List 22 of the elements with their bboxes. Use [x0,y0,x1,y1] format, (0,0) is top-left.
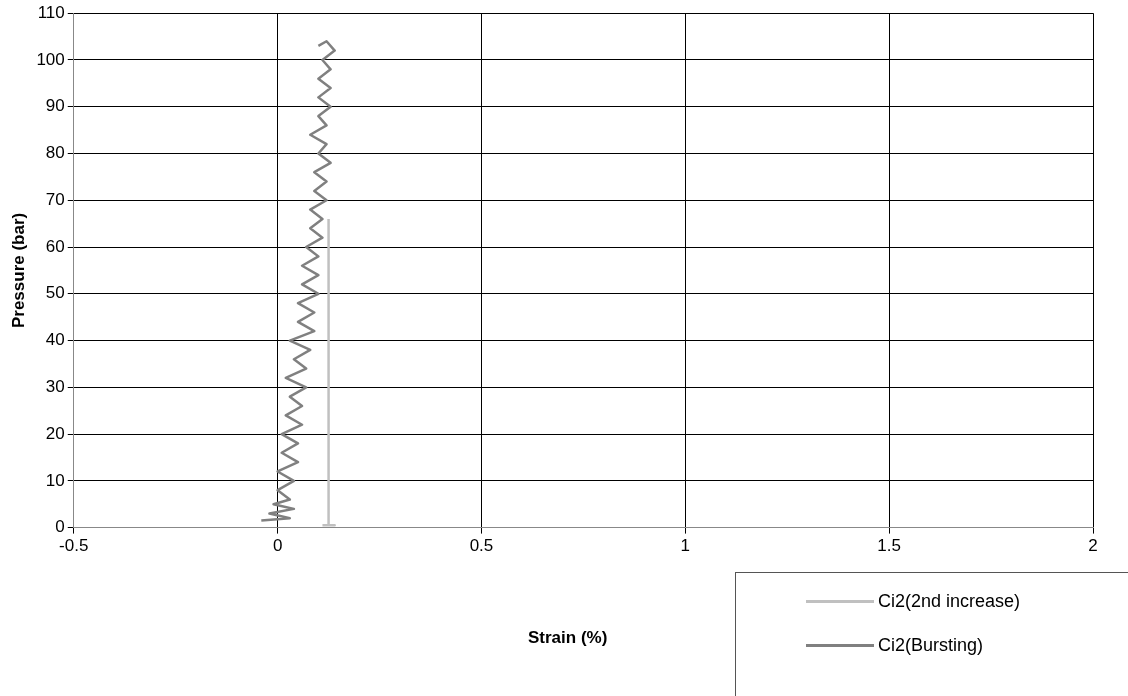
y-tick-label: 40 [45,330,65,350]
y-tick-label: 90 [45,96,65,116]
legend-label: Ci2(2nd increase) [878,591,1021,612]
x-tick-label: 0.5 [469,536,494,556]
x-tick-label: -0.5 [59,536,89,556]
x-tick-label: 2 [1088,536,1098,556]
y-tick-label: 80 [45,143,65,163]
y-tick-label: 100 [36,49,65,69]
y-axis-title: Pressure (bar) [8,212,28,329]
x-axis-title: Strain (%) [528,628,608,648]
y-tick-label: 60 [45,236,65,256]
x-tick-label: 0 [272,536,283,556]
y-tick-label: 10 [45,470,65,490]
legend-label: Ci2(Bursting) [878,635,984,656]
x-tick-label: 1.5 [877,536,901,556]
y-tick-label: 0 [55,517,65,537]
y-tick-label: 30 [45,377,65,396]
y-tick-label: 70 [45,189,65,209]
x-tick-label: 1 [680,536,691,556]
y-tick-label: 110 [37,2,65,22]
y-tick-label: 50 [45,283,65,303]
y-tick-label: 20 [45,423,65,443]
